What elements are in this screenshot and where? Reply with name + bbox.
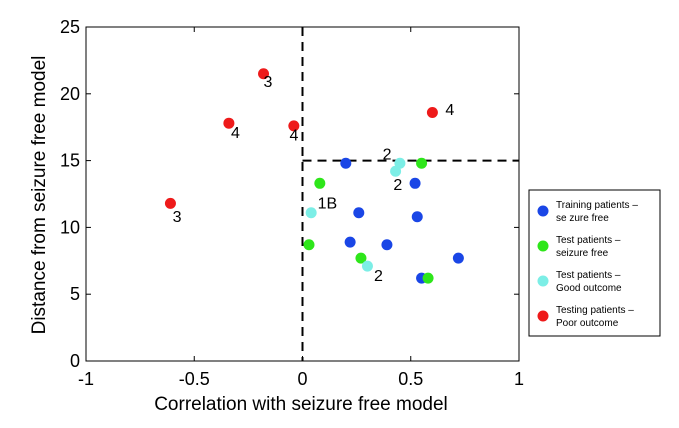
y-axis-label: Distance from seizure free model — [29, 56, 50, 335]
point-annotation: 2 — [383, 146, 392, 163]
data-point-series-4 — [258, 68, 270, 80]
data-point-series-1 — [452, 252, 464, 264]
data-point-series-4 — [426, 107, 438, 119]
data-points — [164, 68, 464, 284]
x-tick-label: 1 — [514, 369, 524, 389]
legend-box — [528, 189, 661, 337]
legend-label: seizure free — [556, 248, 609, 259]
reference-lines — [301, 27, 519, 361]
data-point-series-4 — [288, 120, 300, 132]
data-point-series-1 — [381, 239, 393, 251]
legend-label: Training patients – — [556, 200, 638, 211]
data-point-series-2 — [314, 177, 326, 189]
data-point-series-2 — [422, 272, 434, 284]
data-point-series-1 — [344, 236, 356, 248]
y-tick-label: 20 — [60, 84, 80, 104]
y-tick-label: 5 — [70, 284, 80, 304]
point-annotation: 4 — [445, 102, 454, 119]
x-tick-label: 0 — [297, 369, 307, 389]
legend: Training patients – se zure free Test pati… — [528, 189, 661, 337]
point-annotation: 2 — [374, 268, 383, 285]
x-tick-label: 0.5 — [398, 369, 423, 389]
legend-label: Testing patients – — [556, 305, 634, 316]
legend-marker — [537, 275, 549, 287]
point-annotation: 3 — [264, 74, 273, 91]
data-point-series-4 — [223, 117, 235, 129]
data-point-series-1 — [411, 211, 423, 223]
point-annotation: 4 — [231, 125, 240, 142]
point-annotation: 1B — [318, 196, 338, 213]
data-point-series-2 — [355, 252, 367, 264]
point-annotation: 4 — [290, 128, 299, 145]
data-point-series-3 — [361, 260, 373, 272]
x-axis-label: Correlation with seizure free model — [154, 394, 448, 415]
data-point-series-3 — [305, 207, 317, 219]
x-tick-label: -1 — [78, 369, 94, 389]
data-point-series-2 — [416, 157, 428, 169]
point-annotation: 3 — [173, 209, 182, 226]
data-point-series-2 — [303, 239, 315, 251]
legend-label: se zure free — [556, 213, 609, 224]
point-annotation: 2 — [393, 177, 402, 194]
legend-marker — [537, 310, 549, 322]
data-point-series-1 — [409, 177, 421, 189]
legend-marker — [537, 205, 549, 217]
y-tick-label: 0 — [70, 351, 80, 371]
legend-marker — [537, 240, 549, 252]
data-point-series-4 — [164, 197, 176, 209]
data-point-series-1 — [340, 157, 352, 169]
data-point-series-3 — [390, 165, 402, 177]
data-point-series-1 — [353, 207, 365, 219]
legend-label: Test patients – — [556, 270, 621, 281]
y-tick-label: 10 — [60, 217, 80, 237]
legend-label: Test patients – — [556, 235, 621, 246]
y-tick-label: 15 — [60, 151, 80, 171]
legend-label: Poor outcome — [556, 318, 619, 329]
y-tick-label: 25 — [60, 17, 80, 37]
legend-label: Good outcome — [556, 283, 622, 294]
x-tick-label: -0.5 — [179, 369, 210, 389]
